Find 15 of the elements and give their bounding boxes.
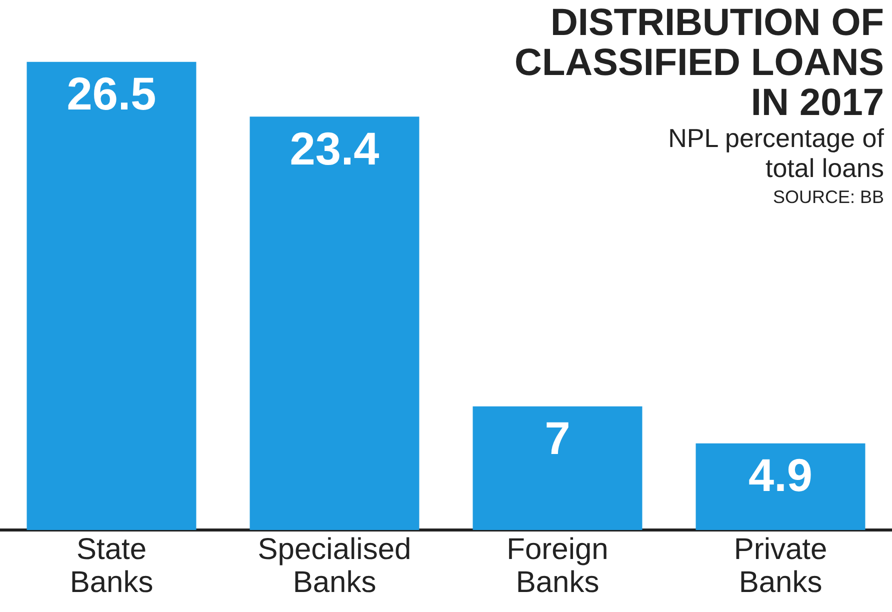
x-tick-label: Foreign Banks xyxy=(506,532,608,599)
x-tick-label: State Banks xyxy=(70,532,154,599)
data-label: 7 xyxy=(544,412,570,464)
bar xyxy=(472,406,642,530)
data-label: 23.4 xyxy=(290,122,380,174)
data-label: 4.9 xyxy=(748,449,812,502)
x-tick-label: Specialised Banks xyxy=(258,532,412,599)
data-label: 26.5 xyxy=(66,68,156,120)
chart-title: DISTRIBUTION OF CLASSIFIED LOANS IN 2017 xyxy=(514,2,884,124)
bar xyxy=(26,62,196,530)
bar xyxy=(696,443,866,530)
annotation: SOURCE: BB xyxy=(772,187,884,208)
bar xyxy=(250,116,420,530)
text: NPL percentage of total loans xyxy=(667,122,884,184)
x-tick-label: Private Banks xyxy=(734,532,828,599)
